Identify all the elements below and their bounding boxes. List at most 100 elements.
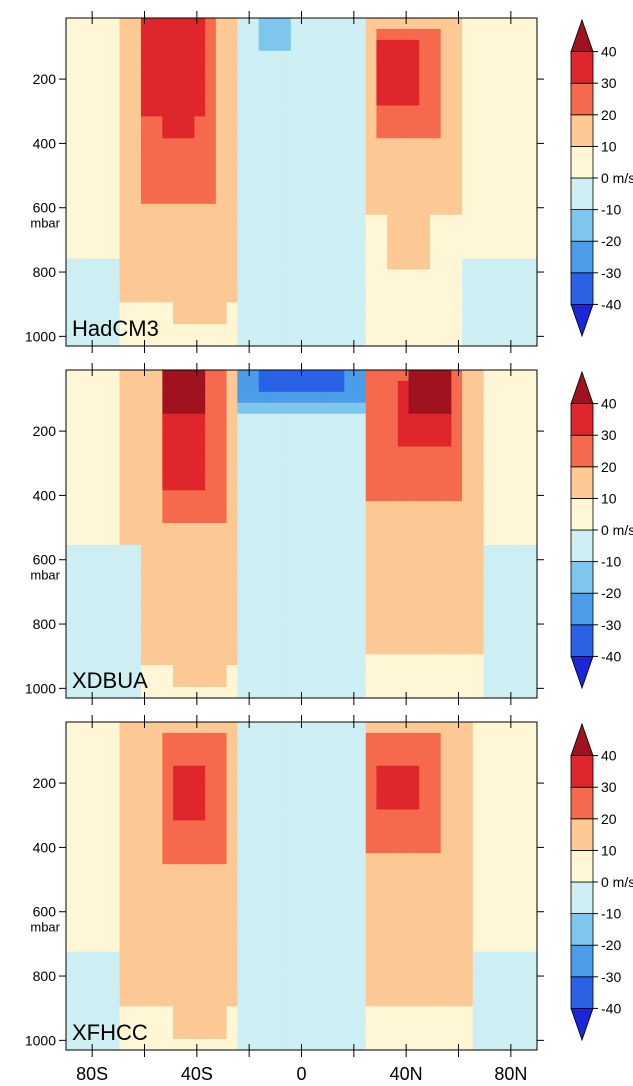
field-cell — [451, 468, 463, 480]
field-cell — [387, 457, 399, 469]
field-cell — [140, 599, 153, 612]
field-cell — [333, 192, 345, 205]
field-cell — [355, 413, 367, 426]
field-cell — [344, 544, 356, 557]
field-cell — [76, 160, 88, 172]
field-cell — [226, 182, 238, 194]
field-cell — [376, 853, 388, 865]
field-cell — [173, 588, 185, 601]
field-cell — [140, 83, 153, 96]
field-cell — [483, 809, 495, 821]
field-cell — [237, 160, 249, 172]
field-cell — [215, 302, 228, 314]
field-cell — [173, 776, 185, 789]
field-cell — [194, 853, 206, 865]
field-cell — [258, 632, 270, 644]
field-cell — [173, 577, 185, 590]
field-cell — [355, 1017, 367, 1029]
field-cell — [451, 50, 463, 63]
field-cell — [258, 798, 270, 811]
field-cell — [151, 588, 163, 601]
field-cell — [333, 566, 345, 579]
field-cell — [387, 247, 399, 260]
field-cell — [408, 501, 420, 513]
field-cell — [205, 831, 217, 843]
field-cell — [494, 116, 506, 128]
field-cell — [130, 402, 142, 415]
field-cell — [130, 269, 142, 281]
field-cell — [526, 435, 538, 448]
field-cell — [66, 512, 78, 524]
field-cell — [504, 171, 517, 183]
field-cell — [140, 192, 153, 205]
field-cell — [387, 632, 399, 644]
field-cell — [301, 918, 313, 931]
field-cell — [472, 490, 485, 502]
field-cell — [130, 105, 142, 117]
field-cell — [280, 28, 292, 41]
field-cell — [247, 754, 260, 767]
field-cell — [162, 291, 174, 303]
field-cell — [258, 138, 270, 150]
field-cell — [301, 50, 313, 63]
field-cell — [140, 280, 153, 292]
field-cell — [258, 940, 270, 953]
field-cell — [162, 687, 174, 699]
field-cell — [194, 1006, 206, 1018]
field-cell — [515, 18, 527, 30]
field-cell — [494, 599, 506, 612]
field-cell — [355, 853, 367, 865]
field-cell — [215, 280, 228, 292]
colorbar-swatch — [570, 656, 594, 690]
field-cell — [151, 225, 163, 238]
field-cell — [440, 18, 452, 30]
field-cell — [258, 324, 270, 336]
field-cell — [472, 831, 485, 843]
field-cell — [526, 929, 538, 942]
field-cell — [194, 192, 206, 205]
field-cell — [130, 676, 142, 688]
field-cell — [344, 588, 356, 601]
field-cell — [408, 203, 420, 216]
field-cell — [173, 18, 185, 30]
field-cell — [344, 446, 356, 459]
field-cell — [269, 534, 281, 546]
field-cell — [429, 501, 442, 513]
field-cell — [526, 896, 538, 909]
field-cell — [66, 984, 78, 996]
field-cell — [472, 171, 485, 183]
field-cell — [322, 171, 335, 183]
field-cell — [333, 523, 345, 535]
field-cell — [483, 424, 495, 437]
field-cell — [130, 962, 142, 975]
field-cell — [290, 468, 303, 480]
field-cell — [312, 149, 324, 161]
field-cell — [483, 370, 495, 382]
field-cell — [483, 435, 495, 448]
field-cell — [108, 599, 121, 612]
field-cell — [205, 171, 217, 183]
field-cell — [280, 501, 292, 513]
field-cell — [451, 490, 463, 502]
field-cell — [376, 896, 388, 909]
field-cell — [312, 886, 324, 898]
field-cell — [194, 247, 206, 260]
field-cell — [183, 918, 196, 931]
field-cell — [322, 94, 335, 107]
field-cell — [312, 820, 324, 832]
field-cell — [408, 831, 420, 843]
field-cell — [205, 291, 217, 303]
field-cell — [462, 676, 474, 688]
field-cell — [462, 929, 474, 942]
field-cell — [472, 984, 485, 996]
field-cell — [462, 391, 474, 404]
field-cell — [258, 501, 270, 513]
field-cell — [494, 291, 506, 303]
field-cell — [515, 929, 527, 942]
field-cell — [205, 490, 217, 502]
field-cell — [440, 83, 452, 96]
field-cell — [483, 853, 495, 865]
field-cell — [237, 962, 249, 975]
field-cell — [98, 875, 110, 887]
field-cell — [526, 820, 538, 832]
